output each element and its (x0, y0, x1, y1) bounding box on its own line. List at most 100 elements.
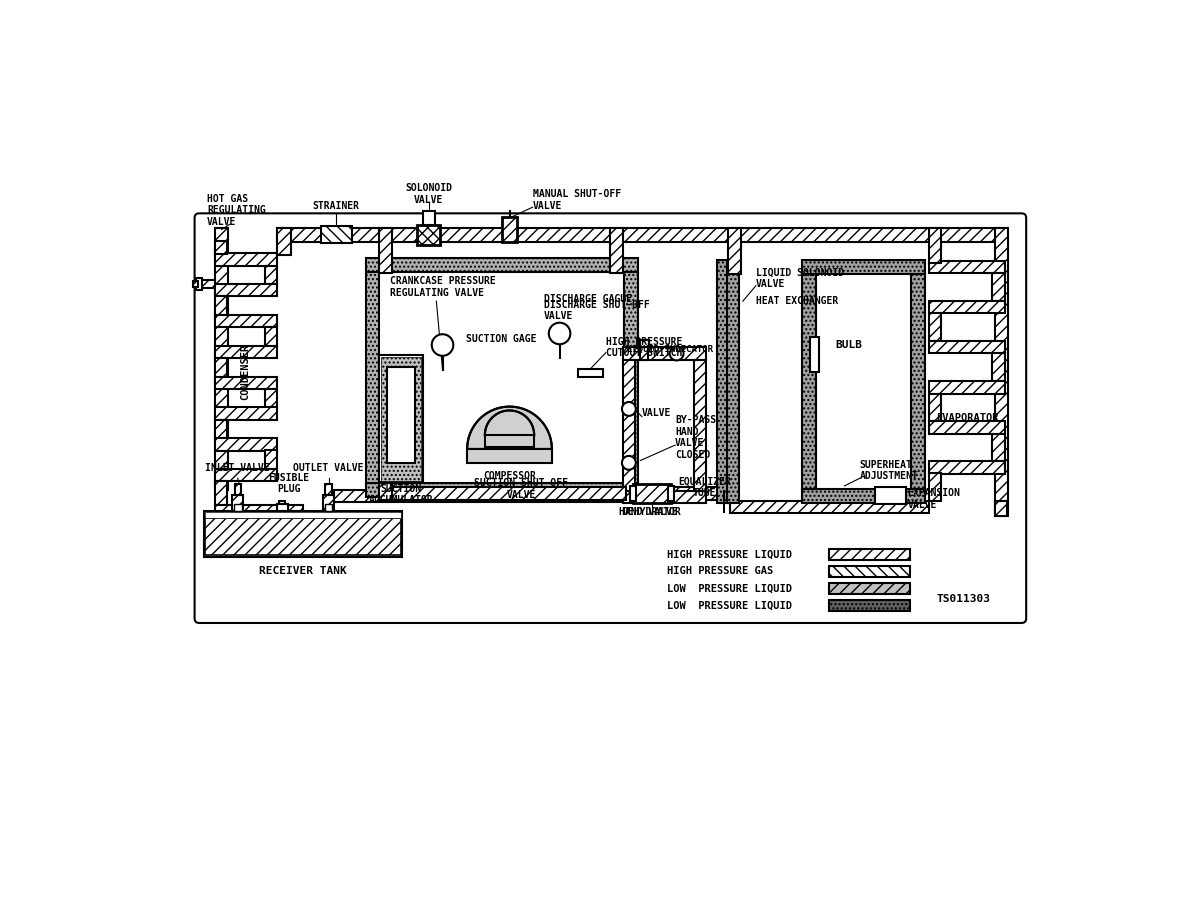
Text: LOW  PRESSURE LIQUID: LOW PRESSURE LIQUID (668, 600, 792, 610)
Bar (630, 486, 636, 501)
Text: HIGH PRESSURE GAS: HIGH PRESSURE GAS (668, 566, 773, 577)
Text: HOT GAS
REGULATING
VALVE: HOT GAS REGULATING VALVE (207, 194, 266, 227)
Bar (992, 433, 1005, 461)
Bar (929, 301, 1005, 313)
Bar (929, 381, 1005, 394)
Bar (381, 356, 421, 480)
Bar (215, 358, 227, 376)
Bar (215, 346, 277, 358)
Bar (215, 505, 303, 518)
Bar (192, 281, 197, 287)
Bar (994, 500, 1007, 516)
Text: HAND VALVE: HAND VALVE (619, 507, 677, 517)
Bar (729, 500, 929, 513)
Bar (423, 211, 435, 225)
Text: SUCTION GAGE: SUCTION GAGE (466, 334, 536, 344)
Bar (929, 228, 941, 263)
Bar (607, 490, 631, 502)
Bar (611, 228, 623, 273)
Bar (215, 241, 227, 254)
Bar (206, 512, 400, 519)
Circle shape (549, 323, 570, 344)
Bar (206, 519, 400, 555)
Text: FUSIBLE
PLUG: FUSIBLE PLUG (268, 473, 309, 495)
Text: COMPESSOR: COMPESSOR (484, 471, 536, 481)
Text: SUCTION
ACCUMULATOR: SUCTION ACCUMULATOR (368, 484, 434, 505)
Bar (802, 261, 925, 274)
Circle shape (670, 347, 683, 361)
Text: CRANKCASE PRESSURE
REGULATING VALVE: CRANKCASE PRESSURE REGULATING VALVE (390, 276, 495, 298)
Text: DISCHARGE GAGUE: DISCHARGE GAGUE (544, 294, 632, 304)
Text: BY-PASS
HAND
VALVE
CLOSED: BY-PASS HAND VALVE CLOSED (675, 415, 716, 460)
Text: EXPANSION
VALVE: EXPANSION VALVE (908, 488, 960, 509)
Text: SUPERHEAT
ADJUSTMENT: SUPERHEAT ADJUSTMENT (860, 460, 918, 481)
Bar (829, 583, 910, 594)
Bar (215, 420, 227, 438)
Text: CONDENSER: CONDENSER (240, 344, 251, 400)
Bar (929, 261, 1005, 274)
Text: LIQUID INDICATOR: LIQUID INDICATOR (626, 345, 713, 354)
Text: STRAINER: STRAINER (312, 201, 360, 211)
Bar (802, 274, 816, 489)
Bar (623, 490, 706, 503)
Bar (279, 500, 285, 504)
Text: EVAPORATOR: EVAPORATOR (936, 413, 998, 423)
Bar (215, 253, 277, 265)
Bar (640, 347, 649, 360)
Bar (929, 461, 1005, 474)
Bar (265, 328, 277, 346)
Text: DISCHARGE SHUT-OFF
VALVE: DISCHARGE SHUT-OFF VALVE (544, 299, 650, 321)
Bar (204, 510, 403, 556)
Text: LIQUID SOLONOID
VALVE: LIQUID SOLONOID VALVE (756, 267, 843, 289)
Bar (638, 487, 677, 499)
Bar (929, 473, 941, 500)
Bar (810, 337, 819, 372)
Polygon shape (485, 410, 535, 435)
Bar (929, 394, 941, 421)
Bar (265, 265, 277, 285)
Bar (929, 341, 1005, 353)
Text: INLET VALVE: INLET VALVE (206, 464, 270, 473)
Bar (929, 313, 941, 341)
Bar (326, 484, 331, 495)
Bar (323, 495, 334, 510)
Bar (277, 228, 1005, 241)
Bar (1005, 500, 1007, 513)
Bar (718, 261, 729, 503)
Bar (379, 355, 423, 482)
Text: VALVE: VALVE (642, 408, 671, 418)
Circle shape (623, 402, 636, 416)
FancyBboxPatch shape (195, 213, 1026, 623)
Bar (321, 227, 352, 243)
Bar (379, 483, 392, 499)
Bar (215, 480, 227, 505)
Bar (675, 487, 720, 499)
Bar (215, 285, 277, 297)
Text: DEHYDRATOR: DEHYDRATOR (623, 507, 682, 517)
Text: HIGH PRESSURE
CUTOUT SWITCH: HIGH PRESSURE CUTOUT SWITCH (606, 337, 682, 358)
Bar (379, 487, 626, 499)
Bar (876, 487, 906, 504)
Bar (215, 315, 277, 328)
Bar (417, 225, 441, 245)
Bar (992, 353, 1005, 381)
Bar (829, 549, 910, 560)
Text: OUTLET VALVE: OUTLET VALVE (293, 464, 364, 473)
Bar (196, 278, 202, 290)
Bar (387, 366, 415, 463)
Text: RECEIVER TANK: RECEIVER TANK (259, 565, 347, 576)
Bar (911, 274, 925, 489)
Bar (994, 228, 1009, 516)
Bar (992, 274, 1005, 301)
Text: BULB: BULB (835, 340, 862, 350)
Bar (215, 469, 277, 481)
Polygon shape (467, 407, 552, 449)
Bar (623, 360, 636, 490)
Text: HEAT EXCHANGER: HEAT EXCHANGER (756, 297, 839, 306)
Bar (639, 340, 649, 347)
Bar (234, 504, 241, 510)
Bar (467, 449, 552, 463)
Bar (579, 369, 602, 376)
Bar (727, 261, 739, 503)
Bar (633, 485, 671, 503)
